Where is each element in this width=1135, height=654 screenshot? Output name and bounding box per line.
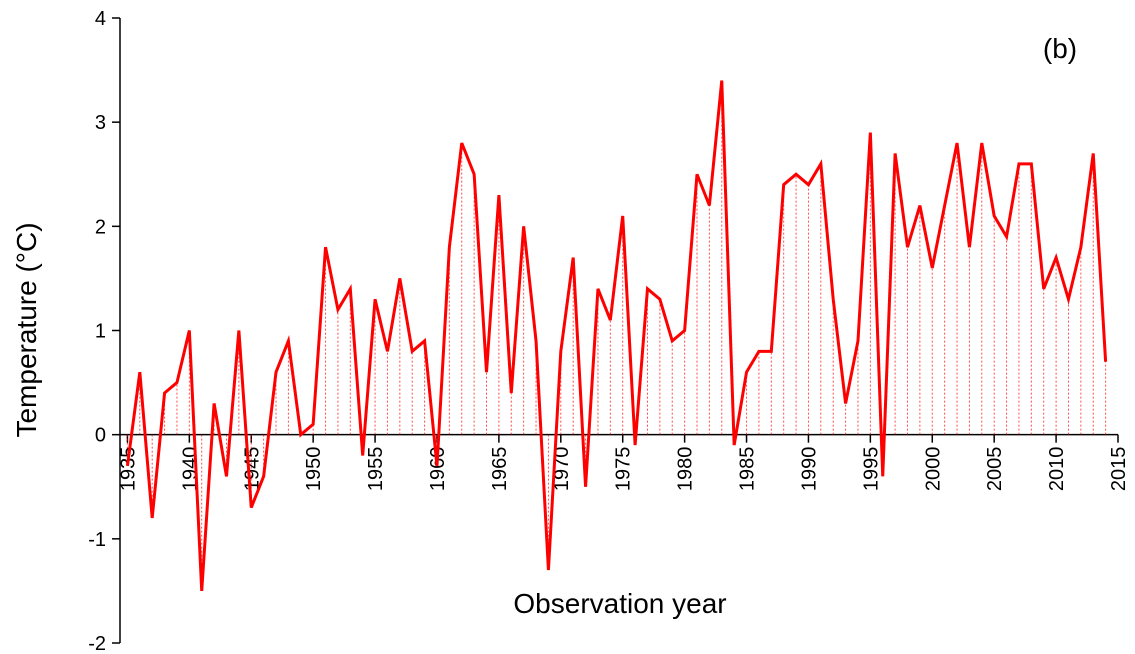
x-tick-label: 2015: [1108, 447, 1130, 492]
y-tick-label: 3: [95, 112, 106, 134]
x-tick-label: 2005: [984, 447, 1006, 492]
y-tick-label: 1: [95, 321, 106, 343]
y-tick-label: 0: [95, 425, 106, 447]
x-tick-label: 1970: [551, 447, 573, 492]
x-tick-label: 1955: [365, 447, 387, 492]
x-axis-label: Observation year: [513, 588, 726, 619]
y-tick-label: 4: [95, 8, 106, 30]
x-tick-label: 1985: [737, 447, 759, 492]
x-tick-label: 1935: [117, 447, 139, 492]
x-tick-label: 1965: [489, 447, 511, 492]
x-tick-label: 2000: [922, 447, 944, 492]
annotation: (b): [1043, 33, 1077, 64]
y-axis-label: Temperature (°C): [11, 222, 42, 437]
x-tick-label: 1980: [675, 447, 697, 492]
x-tick-label: 2010: [1046, 447, 1068, 492]
x-tick-label: 1975: [613, 447, 635, 492]
y-tick-label: -2: [88, 633, 106, 654]
y-tick-label: -1: [88, 529, 106, 551]
data-line: [125, 80, 1108, 592]
x-tick-label: 1995: [860, 447, 882, 492]
x-tick-label: 1990: [798, 447, 820, 492]
x-tick-label: 1960: [427, 447, 449, 492]
x-tick-label: 1950: [303, 447, 325, 492]
y-tick-label: 2: [95, 216, 106, 238]
